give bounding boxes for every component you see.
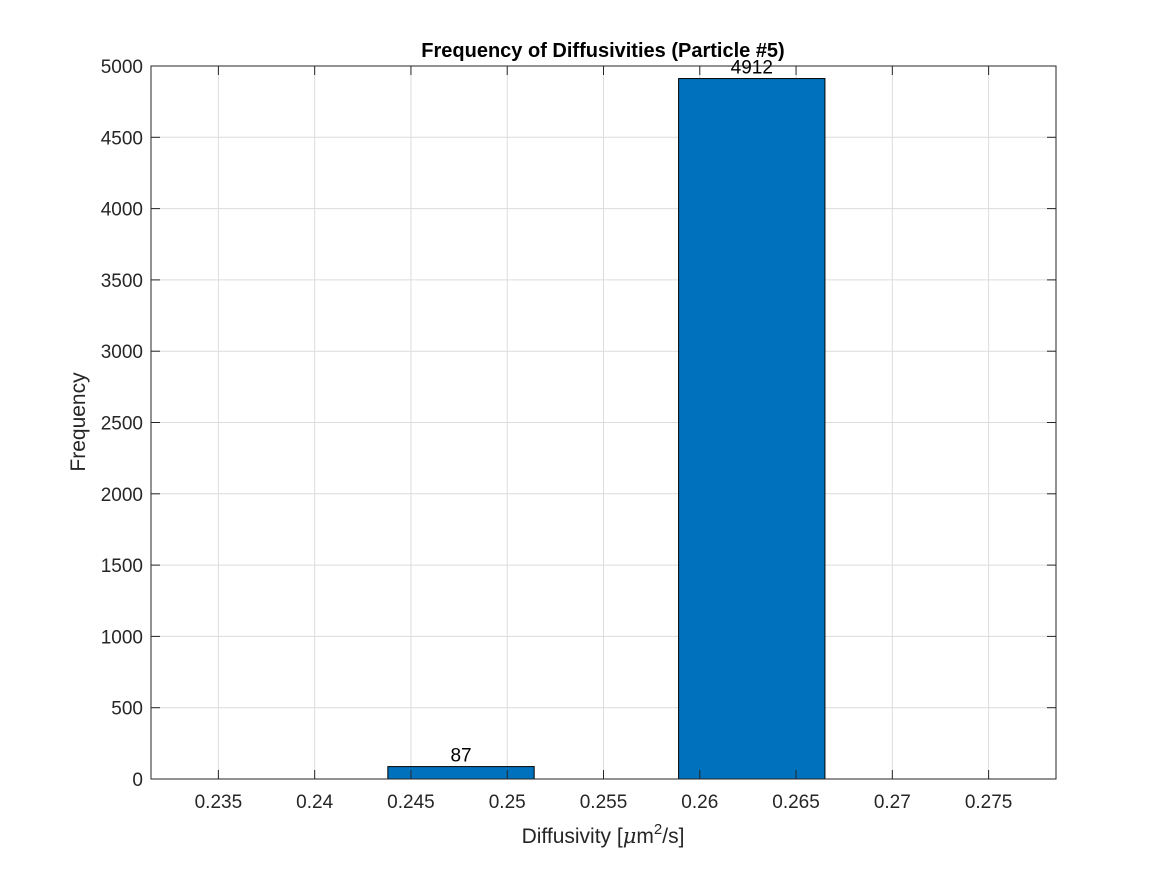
y-tick-label: 1000 [101, 627, 143, 648]
histogram-bar [387, 766, 535, 780]
y-tick-label: 4000 [101, 200, 143, 221]
chart-title: Frequency of Diffusivities (Particle #5) [421, 40, 784, 62]
data-labels: 87 4912 [450, 58, 772, 767]
y-tick-label: 3500 [101, 271, 143, 292]
y-tick-label: 4500 [101, 128, 143, 149]
bar-value-label: 87 [450, 746, 471, 767]
x-tick-labels: 0.235 0.24 0.245 0.25 0.255 0.26 0.265 0.27 0.27… [195, 792, 1013, 813]
x-axis-label: Diffusivity [μm2/s] [522, 821, 685, 848]
x-axis-label-post: /s] [662, 825, 684, 848]
y-axis-label: Frequency [67, 372, 90, 472]
x-tick-label: 0.275 [965, 792, 1013, 813]
x-tick-label: 0.24 [296, 792, 333, 813]
x-tick-label: 0.255 [580, 792, 628, 813]
histogram-bar [678, 78, 826, 780]
tick-marks [151, 65, 1056, 780]
y-tick-label: 500 [111, 699, 143, 720]
y-tick-label: 2000 [101, 485, 143, 506]
x-axis-label-sup: 2 [654, 821, 662, 838]
y-tick-label: 2500 [101, 414, 143, 435]
x-tick-label: 0.235 [195, 792, 243, 813]
x-axis-label-mu: μ [623, 824, 637, 848]
y-tick-label: 5000 [101, 57, 143, 78]
bar-value-label: 4912 [731, 58, 773, 79]
y-tick-label: 3000 [101, 342, 143, 363]
x-tick-label: 0.27 [874, 792, 911, 813]
x-tick-label: 0.25 [489, 792, 526, 813]
x-axis-label-pre: Diffusivity [ [522, 825, 623, 848]
x-tick-label: 0.265 [772, 792, 820, 813]
y-tick-label: 1500 [101, 556, 143, 577]
x-tick-label: 0.245 [387, 792, 435, 813]
x-axis-label-m: m [636, 825, 654, 848]
x-tick-label: 0.26 [681, 792, 718, 813]
y-tick-labels: 0 500 1000 1500 2000 2500 3000 3500 4000 4500 5000 [101, 57, 143, 791]
y-tick-label: 0 [132, 770, 143, 791]
